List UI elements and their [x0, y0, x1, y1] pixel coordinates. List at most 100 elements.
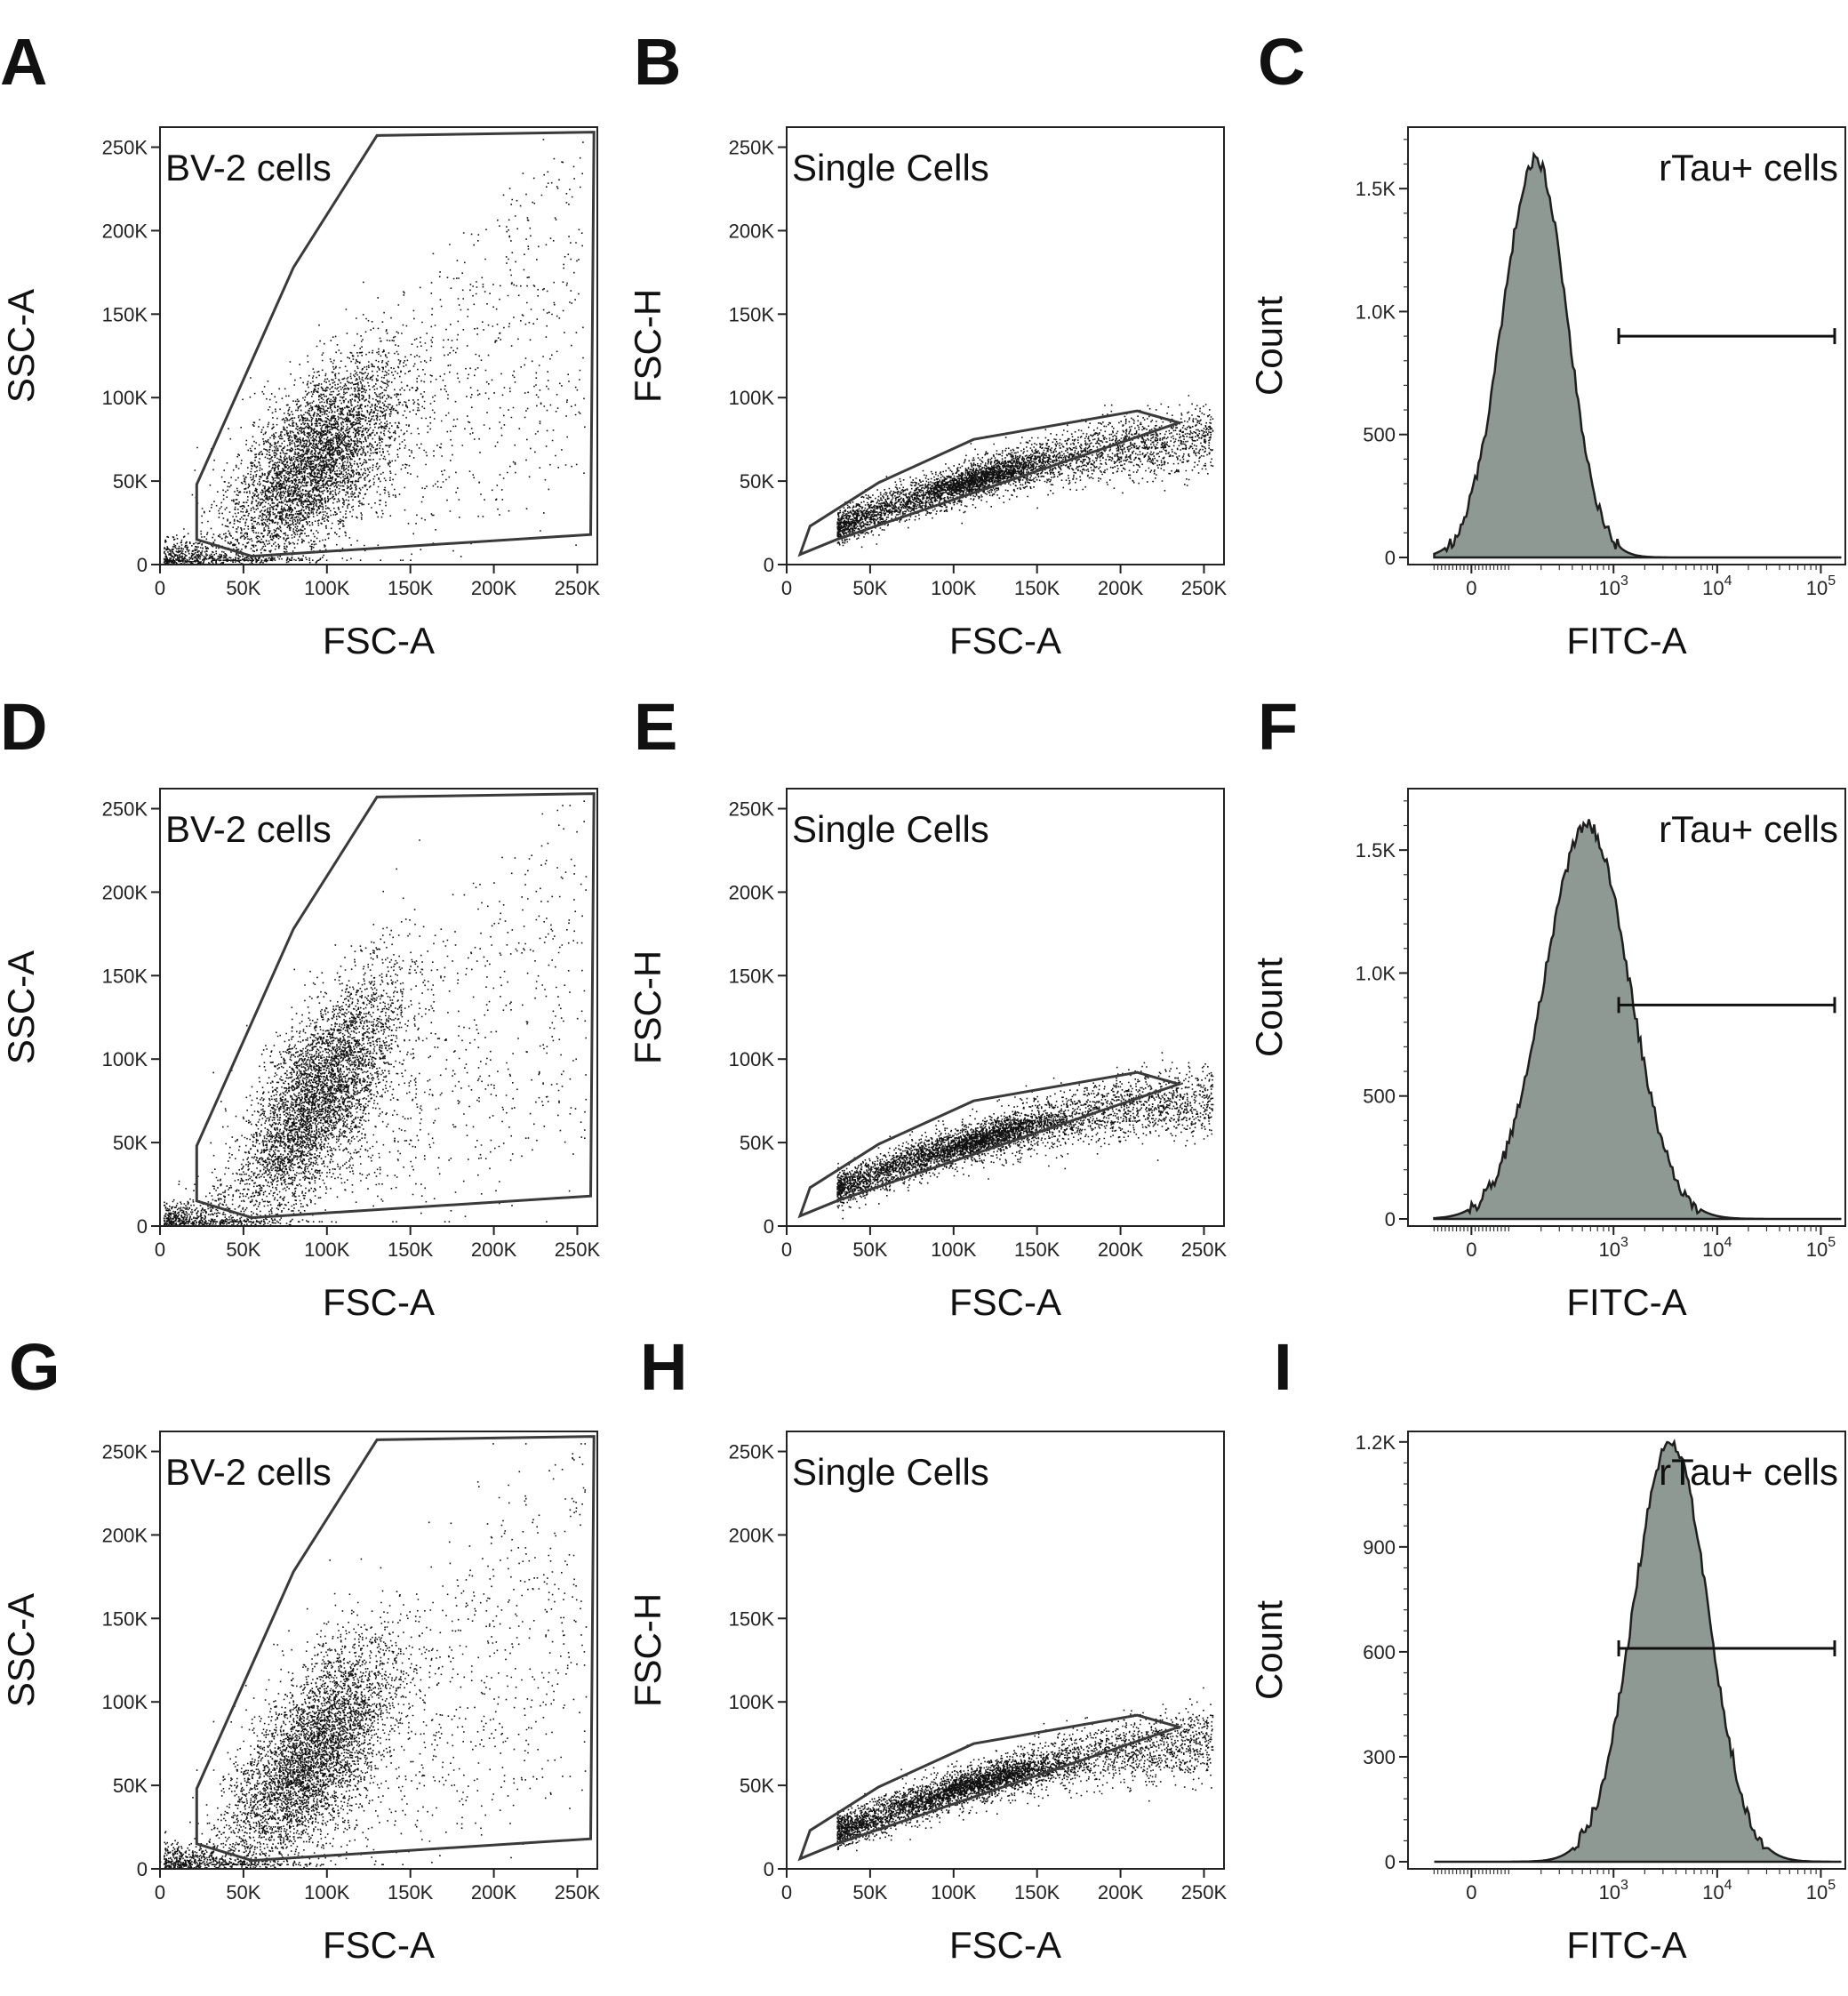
x-tick-label: 150K: [1014, 1881, 1060, 1904]
gate-polygon: [797, 409, 1184, 557]
panel-letter: A: [0, 25, 47, 99]
y-tick-label: 250K: [729, 137, 775, 159]
plot-frame: [786, 788, 1225, 1227]
histogram-area: [1433, 150, 1842, 559]
x-tick-exponent: 3: [1620, 1878, 1628, 1893]
event-dots: [163, 800, 588, 1226]
x-tick-exponent: 5: [1828, 1878, 1836, 1893]
y-tick-label: 900: [1363, 1536, 1396, 1559]
event-dots: [836, 1687, 1214, 1852]
x-tick-label: 200K: [1098, 1238, 1144, 1261]
panel-e: 0 50K 100K 150K 200K 250K 0 50K 100K 150K 200K 250K…: [627, 690, 1227, 1323]
y-tick-label: 600: [1363, 1641, 1396, 1663]
y-axis-label: Count: [1248, 958, 1290, 1057]
x-axis-label: FSC-A: [949, 1924, 1061, 1966]
x-axis-label: FSC-A: [323, 620, 435, 661]
x-tick-exponent: 3: [1620, 573, 1628, 589]
y-tick-label: 100K: [102, 1691, 148, 1713]
x-tick-label: 103: [1599, 1878, 1628, 1904]
y-tick-label: 0: [764, 1858, 774, 1880]
y-tick-label: 200K: [729, 220, 775, 242]
x-tick-label: 50K: [852, 577, 887, 599]
gate-polygon: [195, 131, 596, 558]
x-tick-label: 0: [1466, 577, 1476, 599]
panel-letter: C: [1258, 25, 1305, 99]
x-axis-label: FITC-A: [1566, 1924, 1686, 1966]
x-tick-label: 104: [1702, 573, 1732, 599]
y-tick-label: 100K: [102, 1048, 148, 1070]
y-tick-label: 1.0K: [1356, 962, 1396, 984]
x-axis-label: FITC-A: [1566, 1281, 1686, 1323]
x-tick-label: 100K: [931, 1881, 977, 1904]
x-tick-label: 150K: [1014, 577, 1060, 599]
y-tick-label: 1.5K: [1356, 839, 1396, 862]
panel-b: 0 50K 100K 150K 200K 250K 0 50K 100K 150K 200K 250K…: [627, 25, 1227, 661]
gate-polygon: [797, 1713, 1184, 1862]
y-tick-label: 50K: [113, 1775, 148, 1797]
y-tick-label: 250K: [102, 1441, 148, 1463]
x-tick-label: 104: [1702, 1878, 1732, 1904]
x-tick-label: 0: [1466, 1238, 1476, 1261]
x-minor-ticks: [1433, 565, 1817, 570]
x-minor-ticks: [1433, 1869, 1817, 1874]
x-tick-exponent: 5: [1828, 1235, 1836, 1250]
y-tick-label: 0: [137, 1215, 148, 1238]
y-tick-label: 0: [137, 554, 148, 576]
x-tick-label: 50K: [852, 1881, 887, 1904]
panel-letter: G: [9, 1330, 60, 1404]
plot-frame: [159, 1431, 598, 1870]
y-tick-label: 150K: [729, 303, 775, 325]
x-tick-label: 100K: [304, 577, 350, 599]
y-tick-label: 250K: [102, 137, 148, 159]
y-tick-label: 300: [1363, 1746, 1396, 1768]
x-tick-label: 250K: [555, 1238, 601, 1261]
panel-i: 0 103 104 105 0 300 600 900 1.2K FITC-A Count rTau+…: [1248, 1330, 1846, 1966]
x-tick-label: 150K: [388, 1881, 434, 1904]
y-tick-label: 1.5K: [1356, 178, 1396, 200]
y-axis-label: Count: [1248, 296, 1290, 396]
range-gate: [1617, 997, 1836, 1014]
x-tick-label: 250K: [1181, 577, 1228, 599]
x-tick-label: 104: [1702, 1235, 1732, 1261]
x-minor-ticks: [1433, 1226, 1817, 1231]
y-tick-label: 250K: [729, 798, 775, 821]
panel-letter: H: [640, 1330, 687, 1404]
plot-frame: [159, 126, 598, 565]
y-tick-label: 50K: [740, 1132, 774, 1154]
y-tick-label: 1.0K: [1356, 301, 1396, 323]
y-tick-label: 0: [1385, 1208, 1396, 1230]
y-tick-label: 250K: [729, 1441, 775, 1463]
panel-letter: I: [1274, 1330, 1292, 1404]
y-tick-label: 0: [137, 1858, 148, 1880]
x-tick-label: 150K: [388, 577, 434, 599]
x-tick-label: 50K: [226, 1238, 260, 1261]
y-tick-label: 50K: [740, 470, 774, 493]
event-dots: [163, 139, 586, 565]
y-tick-label: 0: [1385, 547, 1396, 569]
y-tick-label: 50K: [113, 470, 148, 493]
x-tick-exponent: 4: [1724, 1878, 1732, 1893]
y-tick-label: 150K: [729, 965, 775, 987]
y-axis-label: FSC-H: [627, 289, 668, 403]
x-tick-label: 100K: [931, 577, 977, 599]
y-tick-label: 150K: [102, 303, 148, 325]
plot-frame: [159, 788, 598, 1227]
x-tick-label: 200K: [471, 577, 517, 599]
panel-c: 0 103 104 105 0 500 1.0K 1.5K FITC-A Count rTau+ c…: [1248, 25, 1846, 661]
gate-polygon: [797, 1070, 1184, 1219]
y-tick-label: 0: [1385, 1851, 1396, 1873]
panel-h: 0 50K 100K 150K 200K 250K 0 50K 100K 150K 200K 250K…: [627, 1330, 1227, 1966]
x-tick-label: 150K: [1014, 1238, 1060, 1261]
x-tick-label: 0: [781, 1881, 792, 1904]
x-tick-label: 0: [155, 1238, 165, 1261]
gate-name: Single Cells: [792, 147, 989, 188]
gate-name: BV-2 cells: [165, 808, 332, 850]
x-axis-label: FSC-A: [323, 1281, 435, 1323]
y-tick-label: 1.2K: [1356, 1431, 1396, 1454]
y-tick-label: 150K: [102, 965, 148, 987]
panel-letter: D: [0, 690, 47, 764]
y-minor-ticks: [1404, 800, 1408, 1220]
panel-g: 0 50K 100K 150K 200K 250K 0 50K 100K 150K 200K 250K…: [0, 1330, 600, 1966]
gate-name: rTau+ cells: [1659, 1451, 1838, 1493]
y-axis-label: FSC-H: [627, 950, 668, 1064]
